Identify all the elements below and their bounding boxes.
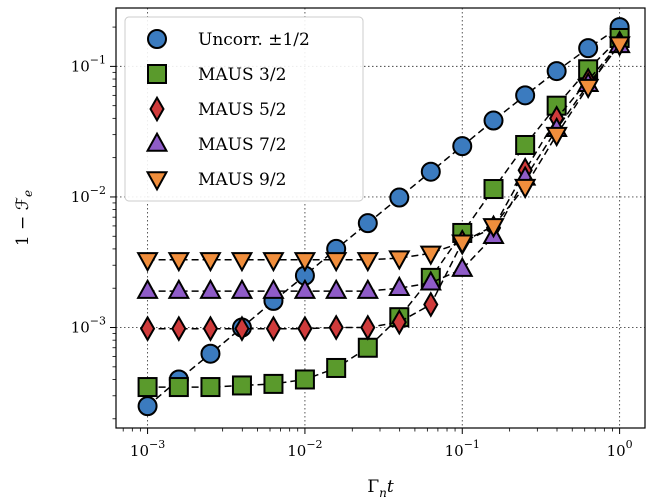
- data-point: [262, 252, 285, 273]
- data-point: [167, 252, 190, 273]
- data-point: [420, 161, 441, 182]
- legend-item: MAUS 7/2: [145, 131, 286, 155]
- data-point: [328, 314, 344, 341]
- data-point: [167, 278, 190, 299]
- series-layer: [136, 17, 631, 417]
- legend-marker: [145, 171, 169, 192]
- data-point: [357, 337, 378, 358]
- data-point: [608, 36, 631, 57]
- data-point: [136, 278, 159, 299]
- data-point: [297, 315, 313, 342]
- legend-item: Uncorr. ±1/2: [147, 29, 310, 50]
- data-point: [356, 252, 379, 273]
- data-point: [294, 369, 315, 390]
- data-point: [389, 187, 410, 208]
- data-point: [325, 278, 348, 299]
- data-point: [483, 110, 504, 131]
- legend-marker: [145, 131, 169, 152]
- data-point: [451, 256, 474, 277]
- y-tick-label: 10−2: [71, 184, 106, 206]
- data-point: [545, 126, 568, 148]
- data-point: [293, 252, 317, 273]
- x-tick-label: 10−3: [130, 438, 165, 460]
- data-point: [356, 278, 379, 299]
- data-point: [388, 275, 411, 296]
- data-point: [360, 314, 376, 341]
- data-point: [451, 234, 474, 255]
- legend-label: MAUS 3/2: [198, 65, 286, 85]
- data-point: [262, 278, 285, 299]
- data-point: [171, 315, 187, 342]
- plot-frame: [115, 7, 646, 429]
- legend-item: MAUS 3/2: [147, 64, 286, 85]
- data-point: [357, 213, 378, 234]
- data-point: [263, 373, 284, 394]
- data-point: [231, 375, 252, 396]
- data-point: [325, 252, 348, 273]
- data-point: [483, 179, 504, 200]
- legend: Uncorr. ±1/2 MAUS 3/2 MAUS 5/2 MAUS 7/2 MAUS…: [124, 16, 364, 202]
- legend-label: Uncorr. ±1/2: [198, 30, 310, 50]
- y-axis-label: 1 − ℱe: [13, 190, 35, 246]
- legend-box: [124, 16, 364, 202]
- data-point: [419, 245, 442, 266]
- legend-label: MAUS 7/2: [198, 135, 286, 155]
- data-point: [136, 252, 159, 273]
- series-line: [147, 26, 621, 407]
- data-point: [200, 377, 221, 398]
- data-point: [234, 315, 250, 342]
- series-line: [147, 43, 621, 261]
- data-point: [515, 134, 536, 155]
- data-point: [137, 377, 158, 398]
- data-point: [482, 218, 505, 239]
- legend-marker: [147, 29, 167, 49]
- data-point: [546, 61, 567, 82]
- x-axis-label: Γnt: [367, 477, 394, 500]
- data-point: [230, 252, 254, 273]
- data-point: [139, 315, 156, 342]
- data-point: [230, 278, 254, 299]
- legend-marker: [147, 64, 167, 84]
- legend-item: MAUS 9/2: [145, 170, 286, 192]
- x-tick-label: 100: [607, 438, 633, 460]
- data-point: [199, 278, 222, 299]
- data-point: [578, 38, 599, 59]
- data-point: [200, 343, 221, 364]
- y-tick-label: 10−1: [71, 53, 106, 75]
- x-tick-label: 10−2: [287, 438, 322, 460]
- series-5: [136, 36, 631, 273]
- series-line: [147, 44, 621, 292]
- series-line: [147, 37, 621, 388]
- data-point: [391, 308, 407, 336]
- y-tick-label: 10−3: [71, 315, 106, 337]
- axis-ticks: 10−3 10−2 10−1 100 10−3 10−2 10−1: [71, 26, 633, 460]
- legend-item: MAUS 5/2: [149, 95, 286, 123]
- series-line: [147, 42, 621, 330]
- data-point: [293, 278, 317, 299]
- data-point: [388, 250, 411, 271]
- data-point: [168, 377, 189, 398]
- data-point: [514, 178, 537, 200]
- legend-marker: [149, 95, 165, 123]
- data-point: [452, 136, 473, 157]
- data-point: [419, 270, 442, 291]
- data-point: [515, 85, 536, 106]
- legend-label: MAUS 5/2: [198, 100, 286, 120]
- legend-label: MAUS 9/2: [198, 170, 286, 190]
- data-point: [137, 396, 158, 417]
- x-tick-label: 10−1: [445, 438, 480, 460]
- data-point: [199, 252, 222, 273]
- data-point: [576, 78, 600, 100]
- data-point: [265, 315, 282, 342]
- data-point: [326, 357, 347, 378]
- data-point: [423, 291, 439, 318]
- data-point: [202, 315, 219, 342]
